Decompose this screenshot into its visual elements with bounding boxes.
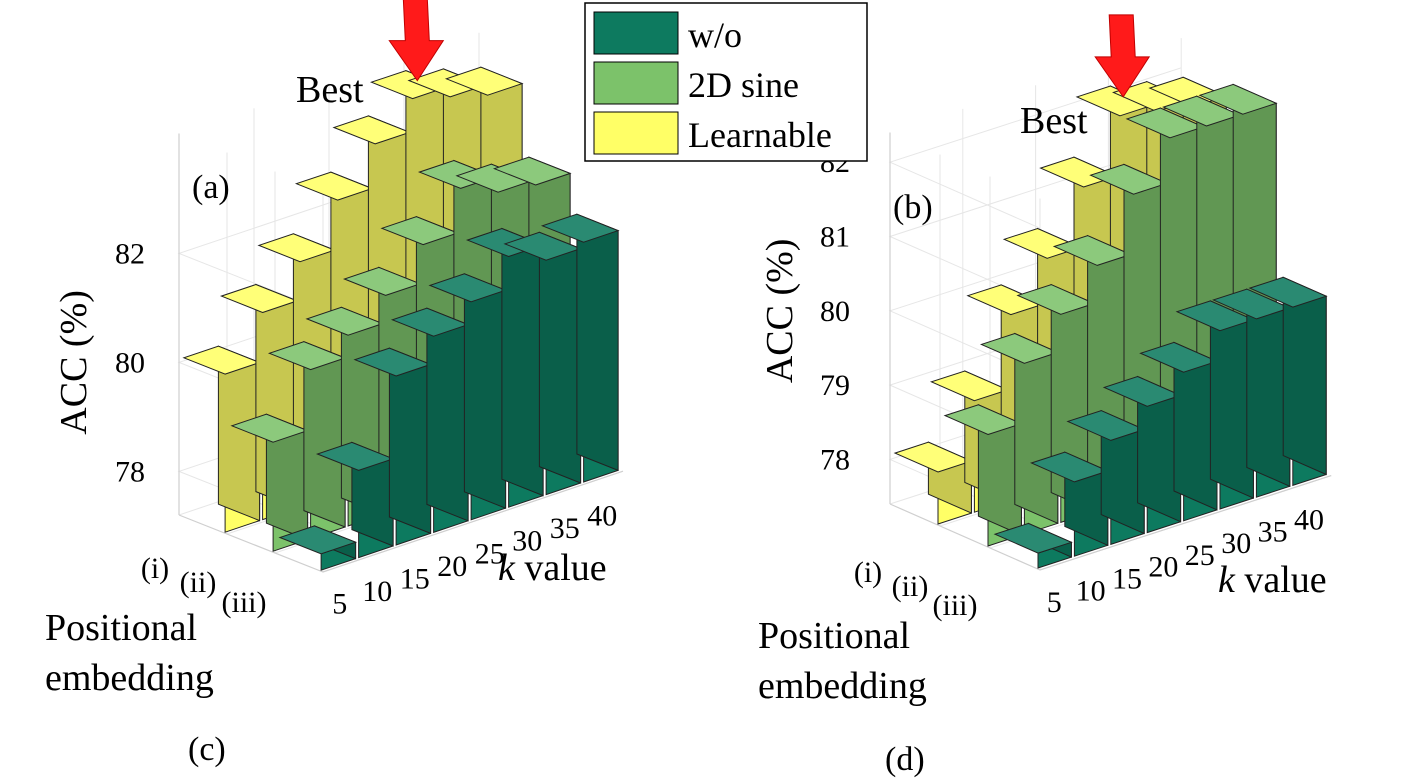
- bar-w-o-k5: [993, 522, 1073, 569]
- bar-learnable-k5: [893, 441, 973, 525]
- x-tick-label: 15: [1112, 563, 1142, 596]
- y-tick-label: 78: [115, 455, 145, 488]
- x-tick-label: 40: [587, 500, 617, 533]
- bar-w-o-k25: [1139, 341, 1219, 522]
- x-tick-label: 25: [475, 537, 505, 570]
- y-tick-label: 82: [115, 237, 145, 270]
- x-tick-label: 10: [362, 575, 392, 608]
- y-tick-label: 80: [820, 295, 850, 328]
- legend-swatch-learnable: [593, 111, 679, 155]
- legend-swatch-wo: [593, 11, 679, 55]
- x-tick-label: 40: [1294, 504, 1324, 537]
- best-arrow: [1094, 14, 1151, 98]
- bar-learnable-k5: [182, 345, 262, 533]
- y-tick-label: 79: [820, 369, 850, 402]
- row-tick-label: (iii): [933, 589, 978, 622]
- legend: w/o 2D sine Learnable: [584, 2, 868, 162]
- best-arrow: [388, 0, 445, 82]
- bar-w-o-k15: [353, 347, 433, 546]
- y-axis-label: ACC (%): [53, 290, 95, 435]
- x-tick-label: 35: [550, 512, 580, 545]
- bar-w-o-k20: [390, 307, 470, 534]
- x-tick-label: 25: [1185, 539, 1215, 572]
- bar-w-o-k35: [503, 231, 583, 496]
- bar-w-o-k40: [1248, 276, 1328, 487]
- row-tick-label: (ii): [892, 570, 929, 603]
- z-axis-label-line1: Positional: [758, 615, 910, 657]
- bars: [182, 66, 620, 571]
- y-tick-label: 80: [115, 346, 145, 379]
- x-tick-label: 20: [1148, 551, 1178, 584]
- panel-label: (b): [893, 189, 933, 226]
- z-axis-label-line1: Positional: [45, 607, 197, 649]
- bar-w-o-k10: [1030, 451, 1110, 557]
- x-tick-label: 5: [1047, 586, 1062, 619]
- legend-label-learnable: Learnable: [688, 115, 832, 155]
- x-tick-label: 20: [437, 550, 467, 583]
- z-axis-label-line2: embedding: [758, 665, 927, 707]
- row-tick-label: (iii): [222, 586, 267, 619]
- bar-2d-sine-k10: [267, 340, 347, 540]
- x-tick-label: 10: [1076, 574, 1106, 607]
- best-label: Best: [296, 69, 364, 111]
- bar-w-o-k5: [278, 525, 358, 571]
- x-axis-label: k value: [1218, 559, 1327, 601]
- x-tick-label: 5: [332, 588, 347, 621]
- x-tick-label: 15: [400, 563, 430, 596]
- x-axis-label: k value: [498, 547, 607, 589]
- bars: [893, 76, 1328, 569]
- x-tick-label: 30: [512, 525, 542, 558]
- legend-label-2d-sine: 2D sine: [688, 65, 799, 105]
- panel-label: (a): [192, 169, 230, 206]
- bar-w-o-k40: [540, 213, 620, 483]
- y-axis-label: ACC (%): [759, 239, 801, 384]
- legend-swatch-2d-sine: [593, 61, 679, 105]
- y-tick-label: 81: [820, 221, 850, 254]
- bar-w-o-k25: [428, 273, 508, 521]
- caption-d: (d): [885, 741, 925, 778]
- caption-c: (c): [188, 731, 226, 768]
- bar-w-o-k30: [465, 227, 545, 508]
- best-label: Best: [1020, 100, 1088, 142]
- row-tick-label: (i): [141, 552, 169, 585]
- bar-w-o-k20: [1102, 375, 1182, 534]
- row-tick-label: (ii): [180, 566, 217, 599]
- z-axis-label-line2: embedding: [45, 657, 214, 699]
- y-tick-label: 78: [820, 443, 850, 476]
- row-tick-label: (i): [854, 556, 882, 589]
- bar-2d-sine-k5: [943, 404, 1023, 547]
- x-tick-label: 35: [1258, 515, 1288, 548]
- x-tick-label: 30: [1221, 527, 1251, 560]
- bar-2d-sine-k5: [230, 413, 310, 552]
- bar-w-o-k30: [1175, 300, 1255, 510]
- legend-label-wo: w/o: [688, 15, 742, 55]
- panel-a: 78 80 82 5 10 15 20 25 30 35 40 (i) (ii)(iii) ACC (%)…: [45, 0, 624, 699]
